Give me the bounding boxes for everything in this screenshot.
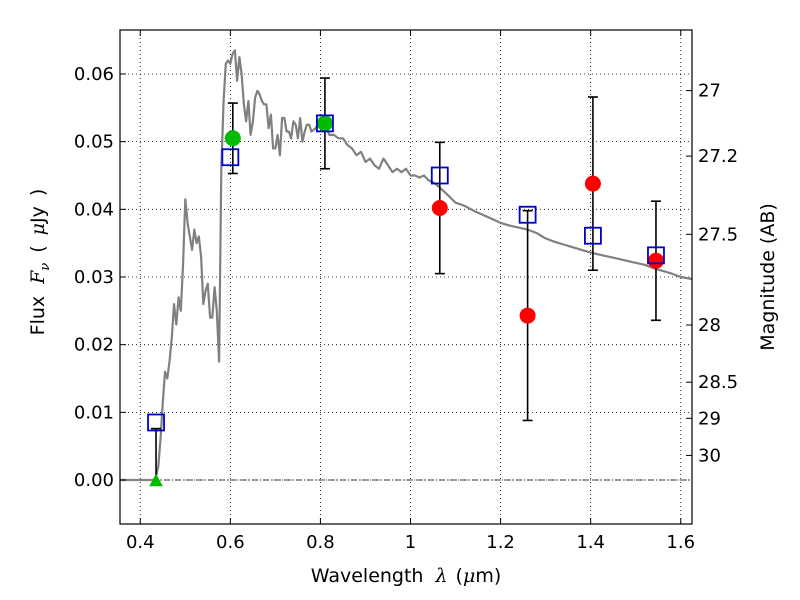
x-tick-label: 1.2 [486,532,515,553]
mag-tick-label: 27.5 [698,224,738,245]
mag-tick-label: 30 [698,445,721,466]
mag-tick-label: 28 [698,315,721,336]
model-flux-square [147,413,165,432]
model-flux-square [647,246,665,265]
observed-point-green [316,115,333,132]
y-tick-label: 0.04 [74,199,114,220]
marker-layer [147,77,665,487]
x-axis-label: Wavelength λ (μm) [311,565,501,587]
upper-limit-marker [149,473,163,487]
y2-axis-label: Magnitude (AB) [757,203,779,351]
y-tick-label: 0.00 [74,470,114,491]
x-tick-label: 1.6 [666,532,695,553]
model-flux-square [221,148,240,167]
mag-tick-label: 29 [698,408,721,429]
model-flux-square [430,166,449,185]
y-tick-label: 0.01 [74,402,114,423]
model-flux-square [584,226,602,245]
observed-point [647,252,664,269]
y-tick-label: 0.05 [74,132,114,153]
model-flux-square [518,205,537,224]
x-tick-label: 0.6 [216,532,245,553]
mag-tick-label: 27 [698,81,721,102]
model-flux-square [316,114,334,133]
x-tick-label: 1.4 [576,532,605,553]
x-tick-label: 0.8 [306,532,335,553]
y-tick-label: 0.02 [74,335,114,356]
observed-point [519,307,536,324]
observed-point-green [224,130,241,147]
y-tick-label: 0.03 [74,267,114,288]
observed-point [584,175,601,192]
series-layer [120,49,692,482]
observed-point [431,199,448,216]
model-sed-line [120,49,692,482]
mag-tick-label: 27.2 [698,146,738,167]
x-tick-label: 0.4 [126,532,155,553]
x-tick-label: 1 [405,532,416,553]
ticks: 0.4 0.6 0.8 1 1.2 1.4 1.6 0.00 0.01 0.02 0.03 0.04 0… [74,30,738,553]
y-tick-label: 0.06 [74,64,114,85]
y-axis-label: FluxFν(μJy) [27,189,53,336]
mag-tick-label: 28.5 [698,372,738,393]
